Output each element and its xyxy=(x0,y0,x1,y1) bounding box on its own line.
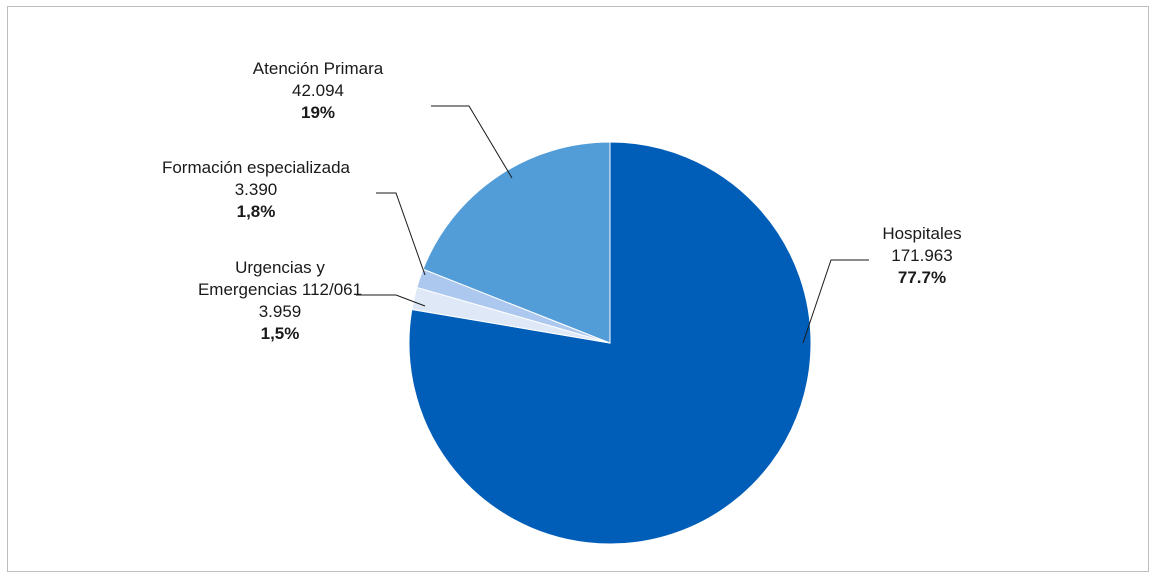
label-name-line-0-atencion-primara: Atención Primara xyxy=(253,59,384,78)
label-value-formacion-especializada: 3.390 xyxy=(235,180,278,199)
label-name-line-0-hospitales: Hospitales xyxy=(882,224,961,243)
label-name-line-0-urgencias-y-emergencias-112-061: Urgencias y xyxy=(235,258,325,277)
label-percent-urgencias-y-emergencias-112-061: 1,5% xyxy=(261,324,300,343)
data-label-hospitales: Hospitales 171.963 77.7% xyxy=(882,224,961,287)
labels-layer: Hospitales 171.963 77.7% Urgencias y Emergen… xyxy=(162,59,962,343)
slice-atencion-primara xyxy=(422,141,611,344)
label-value-atencion-primara: 42.094 xyxy=(292,81,344,100)
label-percent-atencion-primara: 19% xyxy=(301,103,335,122)
data-label-atencion-primara: Atención Primara 42.094 19% xyxy=(253,59,384,122)
label-value-urgencias-y-emergencias-112-061: 3.959 xyxy=(259,302,302,321)
label-percent-formacion-especializada: 1,8% xyxy=(237,202,276,221)
data-label-urgencias-y-emergencias-112-061: Urgencias y Emergencias 112/061 3.959 1,5% xyxy=(198,258,362,343)
leader-line-formacion-especializada xyxy=(376,192,426,276)
leader-line-urgencias-y-emergencias-112-061 xyxy=(356,294,426,307)
leader-line-atencion-primara xyxy=(431,105,513,179)
label-percent-hospitales: 77.7% xyxy=(898,268,946,287)
label-value-hospitales: 171.963 xyxy=(891,246,952,265)
label-name-line-0-formacion-especializada: Formación especializada xyxy=(162,158,351,177)
label-name-line-1-urgencias-y-emergencias-112-061: Emergencias 112/061 xyxy=(198,280,362,299)
data-label-formacion-especializada: Formación especializada 3.390 1,8% xyxy=(162,158,351,221)
leader-line-hospitales xyxy=(802,259,869,344)
slices-layer xyxy=(408,141,812,545)
leaders-layer xyxy=(356,105,869,344)
